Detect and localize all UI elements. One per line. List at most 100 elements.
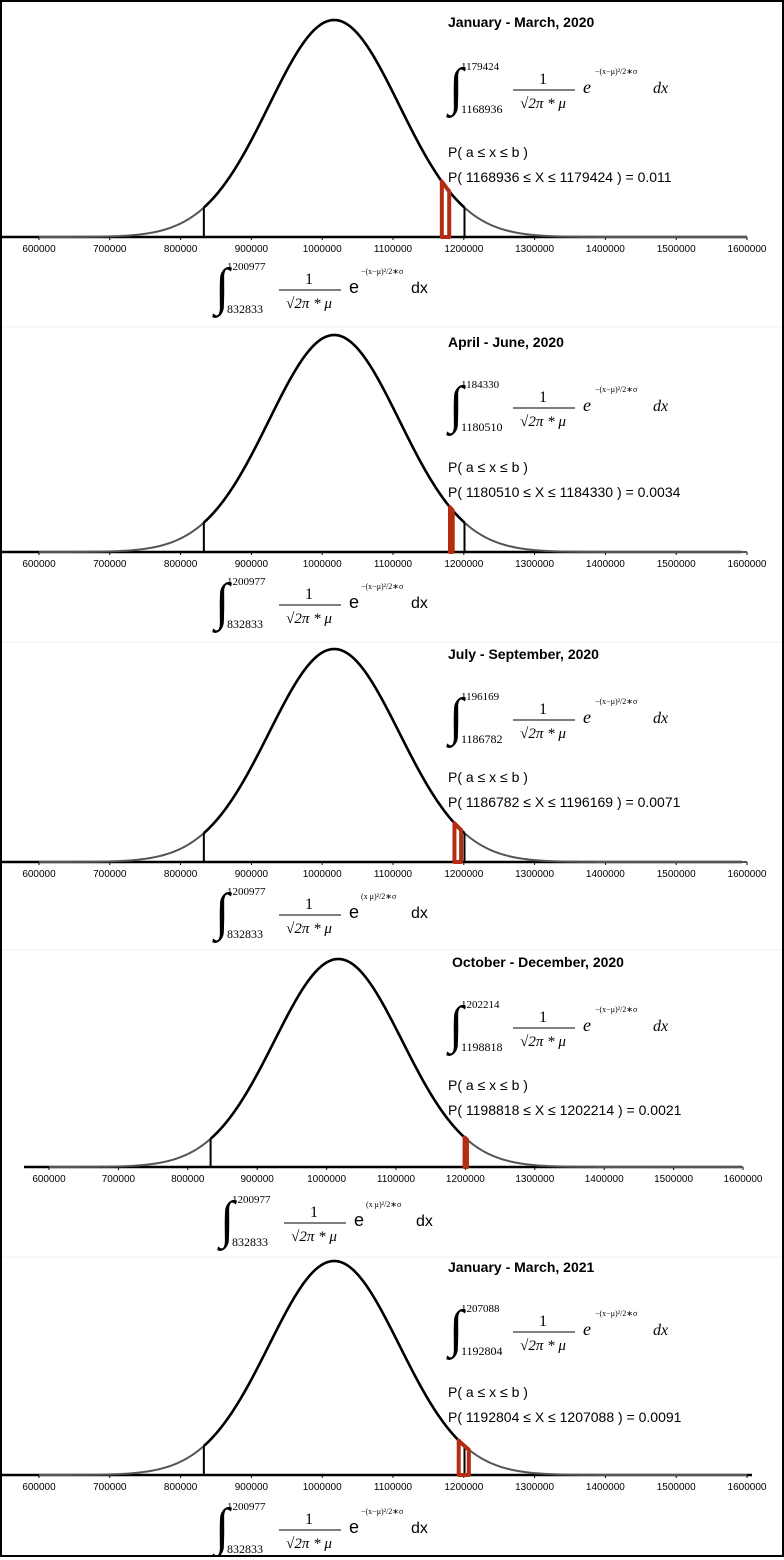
fraction-numerator: 1 bbox=[305, 271, 313, 288]
x-tick-label: 1000000 bbox=[303, 869, 342, 880]
differential: dx bbox=[411, 1520, 428, 1537]
x-tick-label: 1000000 bbox=[303, 559, 342, 570]
x-tick-label: 1500000 bbox=[657, 869, 696, 880]
probability-specific: P( 1186782 ≤ X ≤ 1196169 ) = 0.0071 bbox=[448, 794, 681, 810]
fraction-numerator: 1 bbox=[305, 1511, 313, 1528]
x-tick-label: 1400000 bbox=[585, 1174, 624, 1185]
fraction-numerator: 1 bbox=[539, 1313, 547, 1330]
probability-specific: P( 1180510 ≤ X ≤ 1184330 ) = 0.0034 bbox=[448, 484, 681, 500]
lower-limit: 832833 bbox=[227, 617, 263, 631]
distribution-panel: 600000 700000 800000 900000 1000000 1100000 12… bbox=[2, 1259, 767, 1493]
x-tick-label: 900000 bbox=[235, 244, 269, 255]
upper-limit: 1200977 bbox=[227, 261, 266, 273]
probability-general: P( a ≤ x ≤ b ) bbox=[448, 1077, 528, 1093]
panel-title: January - March, 2021 bbox=[448, 1259, 595, 1275]
density-curve-central bbox=[202, 18, 466, 209]
probability-specific: P( 1198818 ≤ X ≤ 1202214 ) = 0.0021 bbox=[448, 1102, 682, 1118]
x-tick-label: 600000 bbox=[22, 869, 56, 880]
upper-limit: 1200977 bbox=[227, 576, 266, 588]
probability-specific: P( 1192804 ≤ X ≤ 1207088 ) = 0.0091 bbox=[448, 1409, 682, 1425]
x-tick-label: 800000 bbox=[164, 244, 198, 255]
density-curve-central bbox=[202, 1259, 466, 1447]
x-tick-label: 1100000 bbox=[374, 869, 413, 880]
distribution-panel: 600000 700000 800000 900000 1000000 1100000 12… bbox=[2, 954, 782, 1258]
density-curve-central bbox=[202, 647, 466, 835]
integral-sign: ∫ bbox=[212, 574, 232, 633]
highlight-region bbox=[462, 1135, 469, 1169]
x-tick-label: 1200000 bbox=[444, 869, 483, 880]
exponential-base: e bbox=[354, 1210, 364, 1230]
fraction-denominator: √2π * μ bbox=[520, 1338, 566, 1354]
x-tick-label: 700000 bbox=[93, 1482, 127, 1493]
x-tick-label: 1600000 bbox=[728, 869, 767, 880]
panel-title: April - June, 2020 bbox=[448, 334, 564, 350]
x-tick-label: 1300000 bbox=[515, 244, 554, 255]
x-tick-label: 1100000 bbox=[374, 1482, 413, 1493]
highlight-region bbox=[439, 179, 452, 239]
x-tick-label: 1200000 bbox=[446, 1174, 485, 1185]
x-tick-label: 700000 bbox=[93, 244, 127, 255]
fraction-numerator: 1 bbox=[539, 701, 547, 718]
distribution-panel: 600000 700000 800000 900000 1000000 1100000 12… bbox=[2, 14, 782, 328]
fraction-numerator: 1 bbox=[539, 71, 547, 88]
fraction-numerator: 1 bbox=[539, 389, 547, 406]
fraction-numerator: 1 bbox=[310, 1204, 318, 1221]
upper-limit: 1200977 bbox=[232, 1194, 271, 1206]
x-tick-label: 1600000 bbox=[728, 244, 767, 255]
formula-reference-interval: ∫1200977 832833 1 √2π * μ e−(x−μ)²/2∗σ dx bbox=[212, 1499, 428, 1558]
x-tick-label: 1600000 bbox=[724, 1174, 763, 1185]
differential: dx bbox=[653, 398, 668, 415]
x-tick-label: 1500000 bbox=[657, 244, 696, 255]
exponent: (x μ)²/2∗σ bbox=[366, 1200, 402, 1209]
fraction-numerator: 1 bbox=[539, 1009, 547, 1026]
differential: dx bbox=[653, 80, 668, 97]
formula-reference-interval: ∫1200977 832833 1 √2π * μ e−(x−μ)²/2∗σ dx bbox=[212, 259, 428, 318]
integral-sign: ∫ bbox=[212, 259, 232, 318]
x-tick-label: 1600000 bbox=[728, 1482, 767, 1493]
integral-sign: ∫ bbox=[446, 59, 466, 118]
panel-title: July - September, 2020 bbox=[448, 646, 599, 662]
x-tick-label: 1100000 bbox=[374, 559, 413, 570]
fraction-denominator: √2π * μ bbox=[291, 1229, 337, 1245]
exponential-base: e bbox=[583, 1319, 591, 1339]
x-tick-label: 1100000 bbox=[374, 244, 413, 255]
density-curve-central bbox=[202, 333, 466, 524]
lower-limit: 832833 bbox=[227, 302, 263, 316]
formula-reference-interval: ∫1200977 832833 1 √2π * μ e−(x−μ)²/2∗σ dx bbox=[212, 574, 428, 633]
x-tick-label: 1400000 bbox=[586, 1482, 625, 1493]
exponent: −(x−μ)²/2∗σ bbox=[361, 267, 404, 276]
integral-sign: ∫ bbox=[212, 1499, 232, 1555]
differential: dx bbox=[653, 1322, 668, 1339]
fraction-denominator: √2π * μ bbox=[286, 921, 332, 937]
exponential-base: e bbox=[349, 277, 359, 297]
density-curve bbox=[39, 1259, 747, 1476]
lower-limit: 1198818 bbox=[461, 1040, 503, 1054]
exponential-base: e bbox=[583, 77, 591, 97]
upper-limit: 1200977 bbox=[227, 1501, 266, 1513]
fraction-numerator: 1 bbox=[305, 586, 313, 603]
exponential-base: e bbox=[349, 902, 359, 922]
exponential-base: e bbox=[583, 707, 591, 727]
x-tick-label: 1200000 bbox=[444, 559, 483, 570]
differential: dx bbox=[653, 710, 668, 727]
panel-title: January - March, 2020 bbox=[448, 14, 595, 30]
fraction-denominator: √2π * μ bbox=[520, 726, 566, 742]
x-tick-label: 1300000 bbox=[515, 1482, 554, 1493]
x-tick-label: 1400000 bbox=[586, 869, 625, 880]
probability-specific: P( 1168936 ≤ X ≤ 1179424 ) = 0.011 bbox=[448, 169, 672, 185]
x-tick-label: 1600000 bbox=[728, 559, 767, 570]
x-tick-label: 1300000 bbox=[515, 1174, 554, 1185]
lower-limit: 832833 bbox=[227, 1542, 263, 1555]
probability-general: P( a ≤ x ≤ b ) bbox=[448, 1384, 528, 1400]
exponent: −(x−μ)²/2∗σ bbox=[595, 67, 638, 76]
x-tick-label: 900000 bbox=[235, 559, 269, 570]
x-tick-label: 600000 bbox=[22, 244, 56, 255]
lower-limit: 1186782 bbox=[461, 732, 503, 746]
x-tick-label: 1200000 bbox=[444, 244, 483, 255]
x-tick-label: 700000 bbox=[93, 559, 127, 570]
exponent: (x μ)²/2∗σ bbox=[361, 892, 397, 901]
differential: dx bbox=[411, 595, 428, 612]
integral-sign: ∫ bbox=[446, 1301, 466, 1360]
exponential-base: e bbox=[583, 1015, 591, 1035]
